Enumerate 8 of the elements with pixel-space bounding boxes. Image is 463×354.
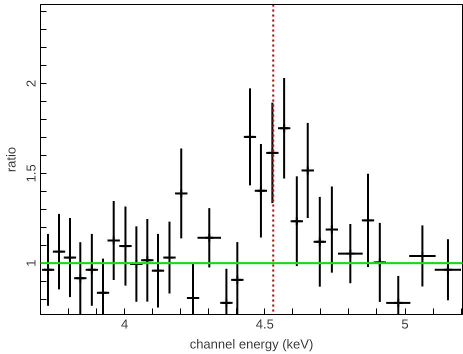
x-tick-label: 4 [121, 316, 128, 332]
x-axis-title: channel energy (keV) [190, 336, 314, 352]
y-tick-label: 1.5 [24, 164, 38, 182]
y-tick-label: 1 [24, 260, 38, 267]
x-tick-label: 5 [401, 316, 409, 332]
y-tick-label: 2 [24, 80, 38, 88]
y-axis-title: ratio [4, 146, 18, 172]
x-tick-label: 4.5 [256, 316, 274, 332]
